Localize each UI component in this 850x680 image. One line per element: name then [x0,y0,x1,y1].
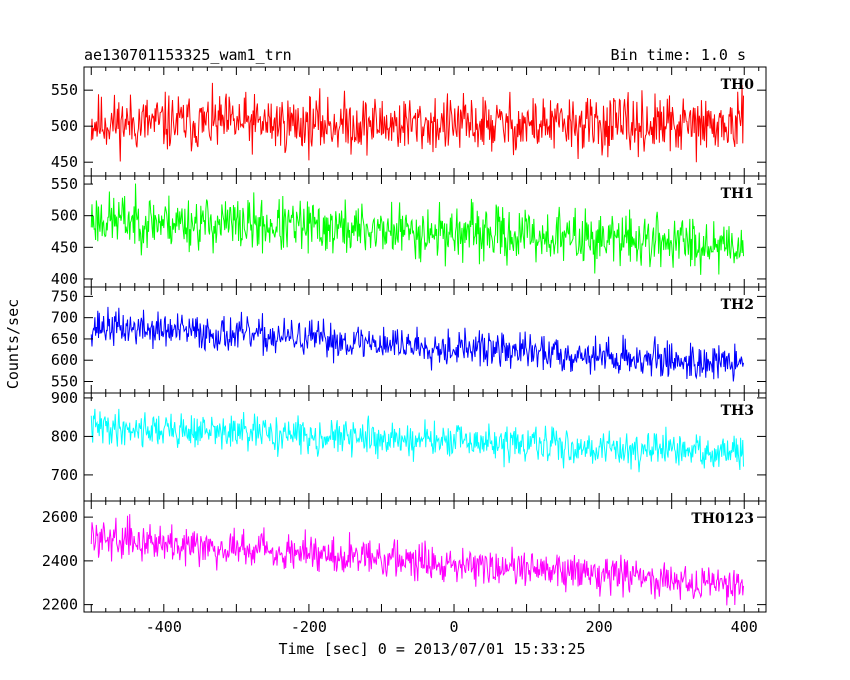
panel-label: TH0 [721,77,755,93]
series-th0123 [90,514,745,606]
panel-label: TH0123 [691,511,754,527]
y-tick-label: 400 [51,270,78,288]
bin-time-label: Bin time: 1.0 s [611,46,746,64]
y-tick-label: 550 [51,81,78,99]
y-tick-label: 500 [51,207,78,225]
y-tick-label: 2200 [42,596,78,614]
series-th2 [90,306,745,382]
series-th0 [90,82,745,163]
y-tick-label: 750 [51,287,78,305]
y-tick-label: 550 [51,175,78,193]
panel-label: TH3 [721,403,754,419]
x-tick-label: 0 [450,618,459,636]
panel-label: TH2 [721,297,754,313]
panel-th3: 700 800 900 TH3 [51,389,767,502]
y-tick-label: 2600 [42,508,78,526]
y-tick-label: 650 [51,330,78,348]
y-tick-label: 700 [51,466,78,484]
y-tick-label: 700 [51,309,78,327]
panel-th1: 400 450 500 550 TH1 [51,175,767,288]
x-tick-label: 200 [586,618,613,636]
panel-th2: 550 600 650 700 750 TH2 [51,286,767,394]
y-tick-label: 800 [51,427,78,445]
y-tick-label: 500 [51,117,78,135]
x-tick-label: 400 [731,618,758,636]
y-tick-label: 600 [51,351,78,369]
y-axis-label: Counts/sec [4,299,22,389]
series-th1 [90,183,745,275]
panel-th0123: 2200 2400 2600 TH0123 [42,500,767,614]
series-th3 [90,408,745,473]
x-tick-label: -400 [146,618,182,636]
panel-th0: 450 500 550 TH0 [51,66,767,177]
x-axis-label: Time [sec] 0 = 2013/07/01 15:33:25 [278,640,585,658]
y-tick-label: 550 [51,372,78,390]
chart-title: ae130701153325_wam1_trn [84,46,292,64]
panel-label: TH1 [721,186,754,202]
x-tick-label: -200 [291,618,327,636]
y-tick-label: 450 [51,238,78,256]
y-tick-label: 450 [51,153,78,171]
y-tick-label: 2400 [42,552,78,570]
y-tick-label: 900 [51,389,78,407]
